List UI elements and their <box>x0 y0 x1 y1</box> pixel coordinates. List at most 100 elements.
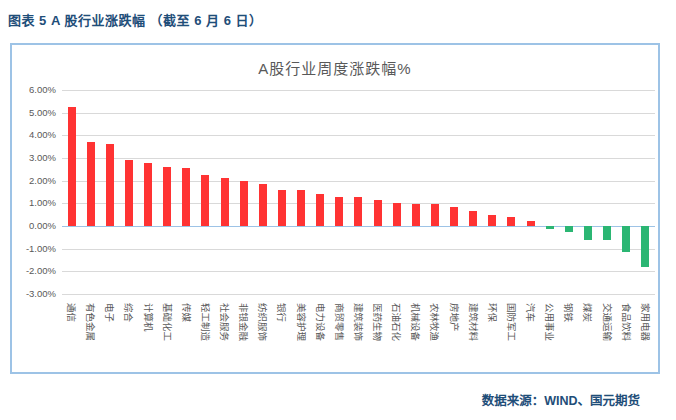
page: 图表 5 A 股行业涨跌幅 （截至 6 月 6 日） A股行业周度涨跌幅% 6.… <box>0 0 676 420</box>
bar-cell <box>368 90 387 294</box>
bar-纺织服饰 <box>259 184 267 226</box>
bar-cell <box>330 90 349 294</box>
x-label-cell: 石油石化 <box>387 303 406 367</box>
bar-cell <box>464 90 483 294</box>
x-axis-category-label: 石油石化 <box>391 303 402 341</box>
x-axis-category-label: 机械设备 <box>410 303 421 341</box>
bar-cell <box>177 90 196 294</box>
data-source-note: 数据来源：WIND、国元期货 <box>482 390 640 409</box>
y-axis-tick-label: 5.00% <box>12 108 56 118</box>
bar-cell <box>311 90 330 294</box>
x-axis-category-label: 医药生物 <box>372 303 383 341</box>
bar-cell <box>158 90 177 294</box>
x-axis-category-label: 钢铁 <box>563 303 574 322</box>
bar-cell <box>292 90 311 294</box>
y-axis-tick-label: 1.00% <box>12 198 56 208</box>
x-axis-category-label: 电力设备 <box>315 303 326 341</box>
x-axis-category-label: 通信 <box>66 303 77 322</box>
x-axis-category-label: 家用电器 <box>640 303 651 341</box>
x-label-cell: 商贸零售 <box>330 303 349 367</box>
chart-frame: A股行业周度涨跌幅% 6.00%5.00%4.00%3.00%2.00%1.00… <box>10 43 660 374</box>
x-label-cell: 银行 <box>272 303 291 367</box>
x-label-cell: 轻工制造 <box>196 303 215 367</box>
bar-建筑装饰 <box>354 197 362 226</box>
bar-cell <box>272 90 291 294</box>
x-axis-category-label: 公用事业 <box>544 303 555 341</box>
bar-轻工制造 <box>201 175 209 226</box>
x-axis-category-label: 计算机 <box>143 303 154 332</box>
bar-机械设备 <box>412 204 420 226</box>
x-label-cell: 综合 <box>119 303 138 367</box>
bar-cell <box>349 90 368 294</box>
bar-商贸零售 <box>335 197 343 226</box>
bar-房地产 <box>450 207 458 226</box>
bar-传媒 <box>182 168 190 226</box>
bar-农林牧渔 <box>431 204 439 226</box>
x-axis-category-label: 国防军工 <box>506 303 517 341</box>
bar-cell <box>483 90 502 294</box>
x-label-cell: 计算机 <box>139 303 158 367</box>
bar-cell <box>119 90 138 294</box>
x-axis-category-label: 建筑材料 <box>468 303 479 341</box>
bar-建筑材料 <box>469 211 477 226</box>
y-axis-tick-label: -2.00% <box>12 266 56 276</box>
bar-cell <box>62 90 81 294</box>
bar-cell <box>636 90 655 294</box>
x-axis-category-label: 有色金属 <box>85 303 96 341</box>
x-label-cell: 公用事业 <box>540 303 559 367</box>
x-axis-category-label: 基础化工 <box>162 303 173 341</box>
x-axis-category-label: 纺织服饰 <box>257 303 268 341</box>
bar-计算机 <box>144 163 152 226</box>
x-label-cell: 农林牧渔 <box>425 303 444 367</box>
x-label-cell: 通信 <box>62 303 81 367</box>
x-label-cell: 家用电器 <box>636 303 655 367</box>
bar-cell <box>196 90 215 294</box>
x-label-cell: 电子 <box>100 303 119 367</box>
x-axis-category-label: 环保 <box>487 303 498 322</box>
bar-食品饮料 <box>622 226 630 252</box>
bar-国防军工 <box>507 217 515 226</box>
x-axis-category-label: 电子 <box>104 303 115 322</box>
x-axis-category-label: 商贸零售 <box>334 303 345 341</box>
bar-基础化工 <box>163 167 171 226</box>
x-label-cell: 美容护理 <box>292 303 311 367</box>
x-label-cell: 有色金属 <box>81 303 100 367</box>
y-axis-tick-label: 6.00% <box>12 85 56 95</box>
bar-非银金融 <box>240 181 248 226</box>
bar-有色金属 <box>87 142 95 226</box>
bar-cell <box>502 90 521 294</box>
x-axis-labels: 通信有色金属电子综合计算机基础化工传媒轻工制造社会服务非银金融纺织服饰银行美容护… <box>62 303 655 367</box>
bar-汽车 <box>527 221 535 226</box>
bar-cell <box>425 90 444 294</box>
y-axis-labels: 6.00%5.00%4.00%3.00%2.00%1.00%0.00%-1.00… <box>12 90 56 294</box>
bar-公用事业 <box>546 226 554 229</box>
x-axis-category-label: 轻工制造 <box>200 303 211 341</box>
x-axis-category-label: 社会服务 <box>219 303 230 341</box>
bar-cell <box>445 90 464 294</box>
bar-环保 <box>488 215 496 226</box>
bar-煤炭 <box>584 226 592 240</box>
x-axis-category-label: 煤炭 <box>582 303 593 322</box>
bar-series <box>62 90 655 294</box>
x-label-cell: 房地产 <box>445 303 464 367</box>
bar-cell <box>578 90 597 294</box>
x-axis-category-label: 非银金融 <box>238 303 249 341</box>
x-axis-category-label: 银行 <box>276 303 287 322</box>
y-axis-tick-label: 4.00% <box>12 130 56 140</box>
bar-cell <box>215 90 234 294</box>
y-axis-tick-label: 3.00% <box>12 153 56 163</box>
y-axis-tick-label: 0.00% <box>12 221 56 231</box>
x-label-cell: 国防军工 <box>502 303 521 367</box>
x-axis-category-label: 汽车 <box>525 303 536 322</box>
x-label-cell: 建筑材料 <box>464 303 483 367</box>
x-axis-category-label: 建筑装饰 <box>353 303 364 341</box>
x-label-cell: 建筑装饰 <box>349 303 368 367</box>
bar-医药生物 <box>374 200 382 226</box>
y-axis-tick-label: 2.00% <box>12 176 56 186</box>
bar-电力设备 <box>316 194 324 226</box>
x-axis-category-label: 传媒 <box>181 303 192 322</box>
x-label-cell: 食品饮料 <box>617 303 636 367</box>
gridline <box>62 294 655 295</box>
plot-area <box>62 90 655 294</box>
bar-cell <box>100 90 119 294</box>
